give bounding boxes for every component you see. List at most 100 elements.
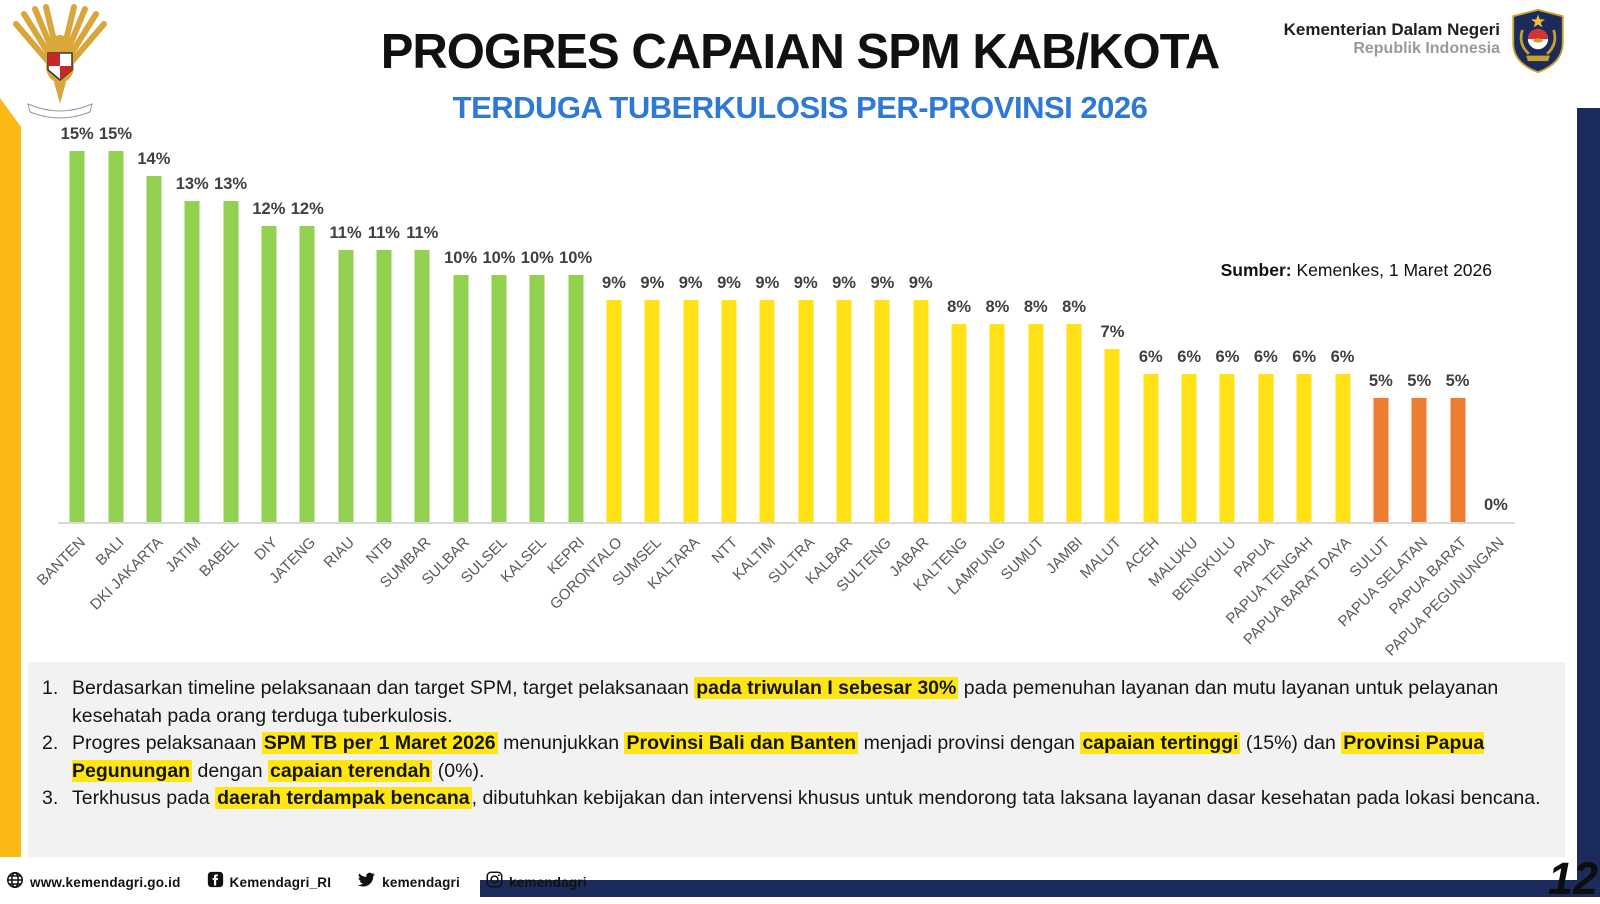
- note-text: Progres pelaksanaan SPM TB per 1 Maret 2…: [72, 730, 1547, 785]
- bar: [69, 151, 85, 522]
- bar: [223, 201, 239, 522]
- bar: [453, 275, 469, 522]
- bar-value-label: 8%: [1062, 298, 1087, 316]
- bar-group: 12% DIY: [250, 140, 288, 564]
- footer-instagram: kemendagri: [486, 871, 587, 893]
- bar: [1028, 324, 1044, 522]
- left-accent-stripe: [0, 98, 21, 857]
- bar-group: 10% KALSEL: [497, 140, 556, 586]
- bar: [1450, 398, 1466, 522]
- bar: [1143, 374, 1159, 522]
- page-number: 12: [1547, 853, 1598, 904]
- bar: [951, 324, 967, 522]
- bar-group: 6% BENGKULU: [1169, 140, 1246, 604]
- bar-value-label: 10%: [482, 249, 516, 267]
- bar-group: 13% BABEL: [196, 140, 249, 580]
- bar-value-label: 12%: [290, 200, 324, 218]
- bar-value-label: 13%: [214, 175, 248, 193]
- bar: [606, 300, 622, 522]
- facebook-icon: [207, 871, 224, 893]
- note-item: 2. Progres pelaksanaan SPM TB per 1 Maret…: [42, 730, 1547, 785]
- note-number: 2.: [42, 732, 59, 754]
- bar-value-label: 7%: [1100, 323, 1125, 341]
- note-text: Berdasarkan timeline pelaksanaan dan tar…: [72, 675, 1547, 730]
- bar: [874, 300, 890, 522]
- bar: [491, 275, 507, 522]
- bar-value-label: 13%: [175, 175, 209, 193]
- notes-panel: 1. Berdasarkan timeline pelaksanaan dan t…: [28, 662, 1565, 857]
- bar-value-label: 9%: [678, 274, 703, 292]
- bar-group: 5% PAPUA SELATAN: [1335, 140, 1438, 630]
- bar: [414, 250, 430, 522]
- footer-website: www.kemendagri.go.id: [6, 871, 181, 894]
- kemendagri-shield-logo: [1510, 8, 1566, 79]
- bar-value-label: 9%: [870, 274, 895, 292]
- bar-group: 9% SULTENG: [833, 140, 901, 595]
- bar: [1335, 374, 1351, 522]
- bar-group: 6% MALUKU: [1145, 140, 1208, 590]
- bar-chart: 15% BANTEN 15% BALI 14% DKI JAKARTA 13% JATIM 13…: [34, 125, 1515, 660]
- bar: [683, 300, 699, 522]
- bar: [913, 300, 929, 522]
- bar-value-label: 8%: [947, 298, 972, 316]
- note-highlight: SPM TB per 1 Maret 2026: [261, 732, 498, 754]
- note-highlight: daerah terdampak bencana: [215, 787, 472, 809]
- page-subtitle: TERDUGA TUBERKULOSIS PER-PROVINSI 2026: [452, 90, 1148, 125]
- bar-value-label: 6%: [1292, 348, 1317, 366]
- bar-value-label: 12%: [252, 200, 286, 218]
- note-item: 3. Terkhusus pada daerah terdampak bencan…: [42, 785, 1547, 813]
- bar-value-label: 6%: [1138, 348, 1163, 366]
- note-highlight: pada triwulan I sebesar 30%: [694, 677, 959, 699]
- bar-value-label: 6%: [1253, 348, 1278, 366]
- footer-twitter-label: kemendagri: [382, 874, 460, 890]
- bar: [338, 250, 354, 522]
- note-segment: menjadi provinsi dengan: [858, 732, 1081, 754]
- footer-instagram-label: kemendagri: [508, 874, 587, 890]
- note-highlight: capaian tertinggi: [1080, 732, 1241, 754]
- axis-category-label: BALI: [92, 534, 128, 570]
- note-number: 3.: [42, 787, 59, 809]
- ministry-name: Kementerian Dalam Negeri: [1283, 20, 1500, 39]
- bar-group: 10% SULBAR: [418, 140, 479, 588]
- bar-value-label: 9%: [755, 274, 780, 292]
- bar: [376, 250, 392, 522]
- bar-group: 9% JABAR: [887, 140, 940, 580]
- right-accent-stripe: [1577, 108, 1600, 897]
- axis-category-label: BANTEN: [34, 534, 90, 590]
- bar: [721, 300, 737, 522]
- bar-group: 6% PAPUA TENGAH: [1223, 140, 1323, 628]
- bar: [1181, 374, 1197, 522]
- bar-group: 11% RIAU: [320, 140, 364, 571]
- bar-group: 5% SULUT: [1346, 140, 1400, 581]
- globe-icon: [6, 871, 24, 894]
- bar-value-label: 5%: [1445, 372, 1470, 390]
- bar-value-label: 11%: [367, 224, 400, 242]
- ministry-name-block: Kementerian Dalam Negeri Republik Indone…: [1284, 20, 1500, 58]
- note-segment: dengan: [192, 759, 268, 782]
- bar-value-label: 6%: [1177, 348, 1202, 366]
- bar-value-label: 14%: [137, 150, 171, 168]
- bar-group: 8% JAMBI: [1043, 140, 1093, 577]
- bar: [1411, 398, 1427, 522]
- bar-value-label: 11%: [406, 224, 439, 242]
- note-segment: menunjukkan: [497, 732, 625, 754]
- bar-group: 8% LAMPUNG: [945, 140, 1016, 598]
- bar: [146, 176, 162, 522]
- bar: [1258, 374, 1274, 522]
- note-segment: , dibutuhkan kebijakan dan intervensi kh…: [471, 787, 1541, 809]
- bar-group: 9% KALTIM: [730, 140, 786, 584]
- bar-value-label: 9%: [908, 274, 933, 292]
- bar-group: 14% DKI JAKARTA: [86, 140, 173, 613]
- bar-group: 9% SULTRA: [765, 140, 825, 587]
- note-segment: (0%).: [432, 759, 485, 782]
- page-title: PROGRES CAPAIAN SPM KAB/KOTA: [380, 25, 1221, 79]
- bar-group: 15% BANTEN: [34, 125, 96, 589]
- bar-group: 15% BALI: [93, 125, 134, 569]
- bar: [644, 300, 660, 522]
- bar-group: 8% SUMUT: [998, 140, 1055, 584]
- bottom-accent-bar: [480, 880, 1600, 897]
- garuda-pancasila-logo: [10, 4, 110, 127]
- note-highlight: capaian terendah: [267, 759, 433, 782]
- bar-group: 9% SUMSEL: [609, 140, 671, 590]
